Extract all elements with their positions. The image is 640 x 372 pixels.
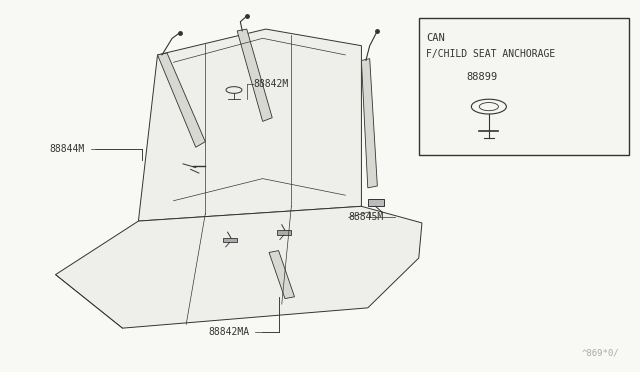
Text: CAN: CAN <box>426 33 445 43</box>
Bar <box>223 238 237 243</box>
Text: ^869*0/: ^869*0/ <box>582 349 620 358</box>
Text: 88842M: 88842M <box>253 80 289 89</box>
Polygon shape <box>269 251 294 299</box>
Bar <box>276 230 291 235</box>
Polygon shape <box>157 53 205 147</box>
Text: F/CHILD SEAT ANCHORAGE: F/CHILD SEAT ANCHORAGE <box>426 49 556 60</box>
Bar <box>419 18 629 155</box>
Text: 88899: 88899 <box>467 71 498 81</box>
Polygon shape <box>56 206 422 328</box>
Text: 88842MA: 88842MA <box>209 327 250 337</box>
Polygon shape <box>237 29 272 121</box>
Polygon shape <box>362 59 378 188</box>
Bar <box>368 199 384 206</box>
Polygon shape <box>138 29 362 221</box>
Text: 88844M: 88844M <box>49 144 84 154</box>
Text: 88845M: 88845M <box>349 212 384 222</box>
